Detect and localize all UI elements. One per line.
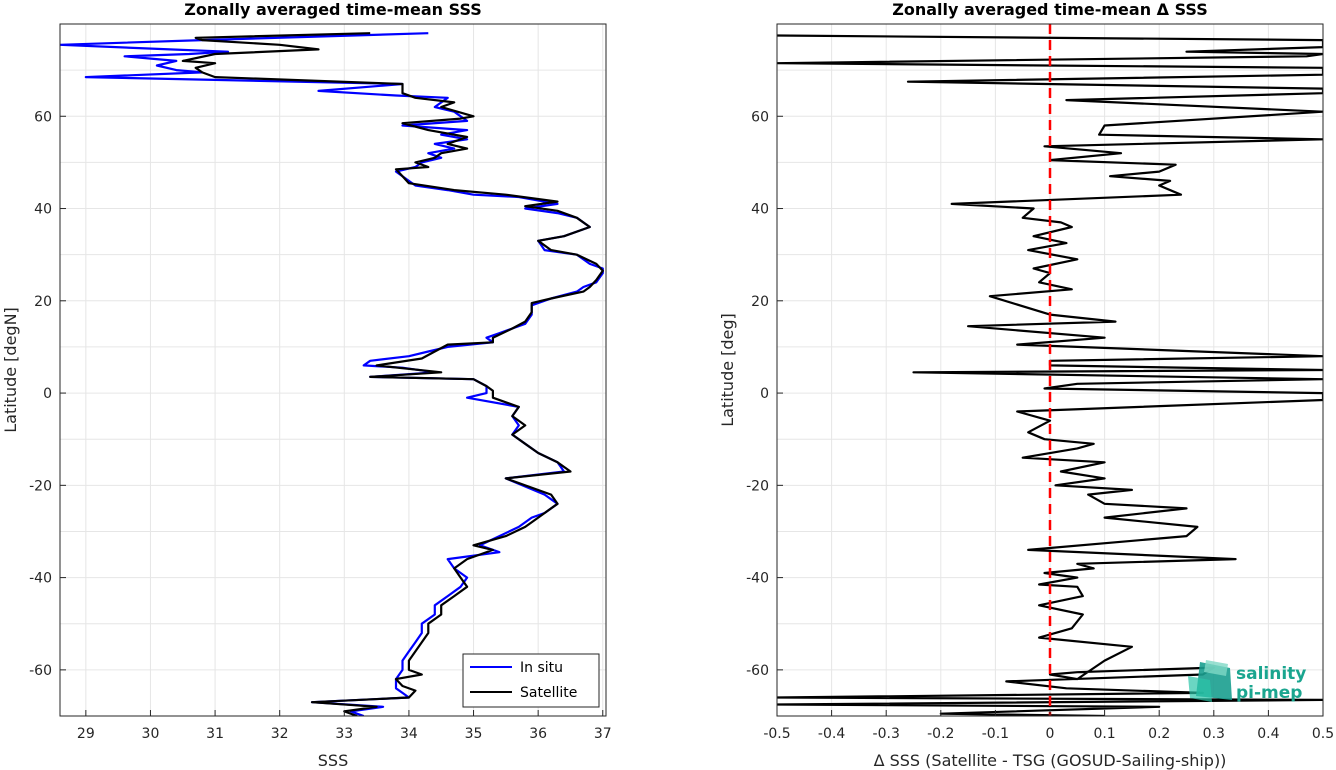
delta-ylabel: Latitude [deg] xyxy=(718,313,737,427)
sss-plot-area xyxy=(60,24,606,716)
sss-title: Zonally averaged time-mean SSS xyxy=(184,0,482,19)
logo-cube-top-icon xyxy=(1204,660,1228,676)
salinity-pi-mep-logo: salinity pi-mep xyxy=(1188,660,1306,703)
delta-ytick-label: 0 xyxy=(760,386,769,402)
delta-xtick-label: 0.2 xyxy=(1148,726,1170,742)
sss-xtick-label: 36 xyxy=(529,726,547,742)
sss-series xyxy=(60,32,604,716)
delta-xtick-label: -0.5 xyxy=(763,726,790,742)
delta-ytick-label: 40 xyxy=(751,202,769,218)
delta-xtick-label: 0.3 xyxy=(1203,726,1225,742)
delta-ticks: -0.5 -0.4 -0.3 -0.2 -0.1 0 0.1 0.2 0.3 0.4 0.5 -60 -… xyxy=(746,109,1334,742)
sss-xtick-label: 32 xyxy=(271,726,289,742)
delta-xtick-label: 0.4 xyxy=(1257,726,1279,742)
delta-xtick-label: -0.2 xyxy=(927,726,954,742)
delta-ytick-label: 60 xyxy=(751,109,769,125)
sss-ylabel: Latitude [degN] xyxy=(1,307,20,433)
sss-axes-box xyxy=(59,23,607,717)
sss-xtick-label: 31 xyxy=(206,726,224,742)
delta-xtick-label: -0.1 xyxy=(982,726,1009,742)
delta-xtick-label: -0.4 xyxy=(818,726,845,742)
delta-title: Zonally averaged time-mean Δ SSS xyxy=(892,0,1208,19)
sss-series-line-satellite xyxy=(181,32,604,716)
delta-xtick-label: 0.5 xyxy=(1312,726,1334,742)
delta-ytick-label: -60 xyxy=(746,663,769,679)
delta-xtick-label: -0.3 xyxy=(873,726,900,742)
sss-panel: 29 30 31 32 33 34 35 36 37 -60 -40 -20 0 20 40 60 Zonal… xyxy=(1,0,612,770)
sss-ytick-label: 0 xyxy=(43,386,52,402)
sss-series-line-in-situ xyxy=(60,32,604,716)
delta-ytick-label: -20 xyxy=(746,478,769,494)
delta-sss-panel: -0.5 -0.4 -0.3 -0.2 -0.1 0 0.1 0.2 0.3 0.4 0.5 -60 -… xyxy=(718,0,1334,770)
legend-label-in-situ: In situ xyxy=(520,660,563,676)
sss-xtick-label: 29 xyxy=(77,726,95,742)
sss-ticks: 29 30 31 32 33 34 35 36 37 -60 -40 -20 0 20 40 60 xyxy=(29,109,612,742)
legend-box xyxy=(462,653,600,708)
legend-label-satellite: Satellite xyxy=(520,685,577,701)
sss-xlabel: SSS xyxy=(318,751,348,770)
logo-cube-shard-icon xyxy=(1188,676,1212,702)
delta-series xyxy=(777,34,1323,716)
sss-ytick-label: -40 xyxy=(29,571,52,587)
sss-ytick-label: -60 xyxy=(29,663,52,679)
delta-xtick-label: 0 xyxy=(1046,726,1055,742)
sss-xtick-label: 33 xyxy=(335,726,353,742)
sss-xtick-label: 37 xyxy=(594,726,612,742)
sss-ytick-label: -20 xyxy=(29,478,52,494)
sss-ytick-label: 40 xyxy=(34,202,52,218)
delta-series-line-0 xyxy=(777,34,1323,716)
sss-xtick-label: 34 xyxy=(400,726,418,742)
sss-legend: In situ Satellite xyxy=(462,653,600,708)
logo-text-pi-mep: pi-mep xyxy=(1236,683,1302,703)
delta-ytick-label: 20 xyxy=(751,294,769,310)
sss-xtick-label: 30 xyxy=(142,726,160,742)
delta-xtick-label: 0.1 xyxy=(1093,726,1115,742)
delta-xlabel: Δ SSS (Satellite - TSG (GOSUD-Sailing-sh… xyxy=(874,751,1227,770)
sss-grid xyxy=(60,24,606,716)
sss-ytick-label: 20 xyxy=(34,294,52,310)
logo-text-salinity: salinity xyxy=(1236,664,1306,684)
sss-ytick-label: 60 xyxy=(34,109,52,125)
delta-ytick-label: -40 xyxy=(746,571,769,587)
sss-xtick-label: 35 xyxy=(465,726,483,742)
